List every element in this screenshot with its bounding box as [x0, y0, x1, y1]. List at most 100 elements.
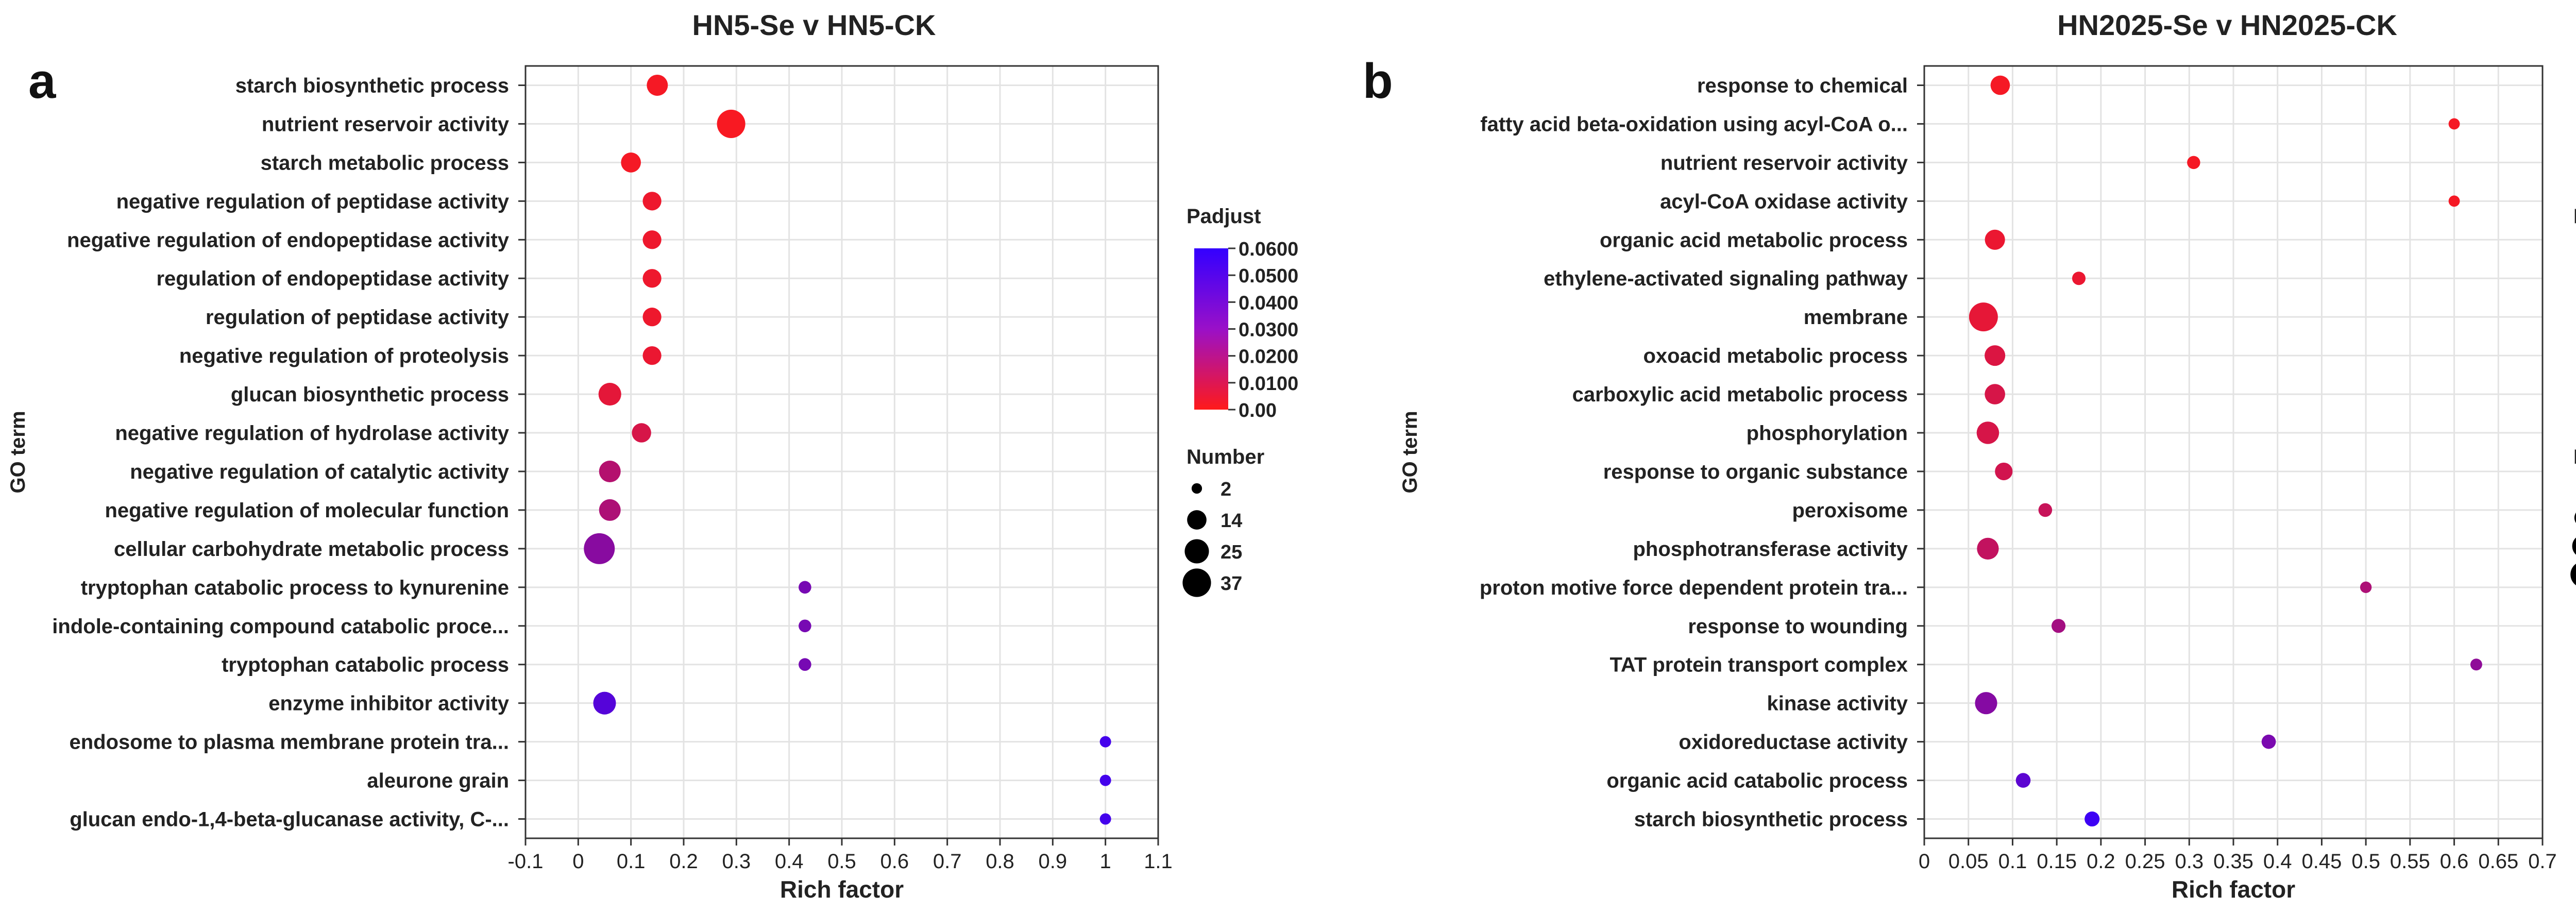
data-point: [2470, 658, 2482, 671]
y-tick-label: proton motive force dependent protein tr…: [1480, 577, 1908, 599]
x-axis-label: Rich factor: [2172, 876, 2295, 903]
y-tick-label: oxoacid metabolic process: [1643, 345, 1908, 367]
data-point: [2072, 272, 2086, 285]
y-axis-label: GO term: [1399, 411, 1421, 493]
data-point: [642, 346, 662, 365]
data-point: [1099, 813, 1111, 825]
y-tick-label: nutrient reservoir activity: [1660, 151, 1908, 174]
y-tick-label: nutrient reservoir activity: [262, 113, 510, 136]
y-tick-label: oxidoreductase activity: [1679, 731, 1908, 754]
data-point: [2187, 156, 2200, 170]
x-tick-label: 0.3: [722, 850, 751, 873]
data-point: [1985, 384, 2005, 404]
y-tick-label: regulation of endopeptidase activity: [156, 267, 509, 290]
colorbar-tick-label: 0.00: [1239, 400, 1277, 421]
panel-letter: a: [28, 54, 56, 109]
padjust-legend: Padjust0.005000.004000.003000.002000.001…: [2573, 205, 2576, 228]
data-point: [2015, 773, 2031, 788]
data-point: [717, 109, 745, 138]
size-legend-dot: [1191, 483, 1202, 494]
chart-title: HN2025-Se v HN2025-CK: [2057, 9, 2397, 41]
data-point: [799, 581, 811, 594]
chart-title: HN5-Se v HN5-CK: [692, 9, 936, 41]
data-point: [2448, 118, 2460, 130]
y-tick-label: tryptophan catabolic process: [222, 654, 509, 677]
y-axis: starch biosynthetic process nutrient rese…: [52, 74, 526, 831]
x-tick-label: 0: [1919, 850, 1930, 873]
x-tick-label: 0.5: [827, 850, 856, 873]
data-point: [642, 230, 662, 249]
x-tick-label: 0.2: [669, 850, 698, 873]
y-tick-label: negative regulation of catalytic activit…: [130, 461, 510, 483]
data-point: [1976, 421, 1999, 444]
x-tick-label: 0.7: [933, 850, 962, 873]
data-points: [1969, 75, 2482, 827]
data-point: [1995, 462, 2013, 481]
data-point: [647, 75, 668, 96]
data-point: [1977, 537, 1999, 560]
data-point: [799, 658, 811, 671]
size-legend-title: Number: [1187, 446, 1264, 468]
data-point: [1985, 229, 2005, 250]
data-point: [1099, 736, 1111, 748]
y-tick-label: phosphorylation: [1747, 422, 1908, 445]
size-legend-label: 2: [1221, 479, 1231, 500]
data-point: [2360, 581, 2372, 594]
x-tick-label: 0.35: [2213, 850, 2253, 873]
y-tick-label: organic acid metabolic process: [1600, 229, 1908, 251]
x-tick-label: -0.1: [508, 850, 544, 873]
color-legend-title: Padjust: [1187, 205, 1261, 228]
y-tick-label: response to wounding: [1688, 615, 1908, 638]
panel-letter: b: [1363, 54, 1393, 109]
y-tick-label: acyl-CoA oxidase activity: [1660, 190, 1908, 213]
panel-b: HN2025-Se v HN2025-CK b 0 0.05 0.1 0.15 0.2 0.2…: [1363, 9, 2576, 903]
panel-a: HN5-Se v HN5-CK a -0.1 0 0.1 0.2 0.3 0.4 0.5 0.6 0…: [7, 9, 1298, 903]
data-point: [642, 192, 662, 211]
x-tick-label: 0.6: [2440, 850, 2469, 873]
x-tick-label: 0.65: [2478, 850, 2518, 873]
y-tick-label: indole-containing compound catabolic pro…: [52, 615, 509, 638]
data-point: [799, 619, 811, 633]
size-legend-dot: [2572, 537, 2576, 555]
x-tick-label: 1: [1100, 850, 1111, 873]
x-tick-label: 0.1: [1998, 850, 2027, 873]
size-legend-dot: [1187, 510, 1207, 530]
color-legend-title: Padjust: [2573, 205, 2576, 228]
size-legend-dot: [1184, 539, 1209, 564]
data-point: [2084, 811, 2100, 827]
y-axis-label: GO term: [7, 411, 29, 493]
data-point: [1969, 302, 1998, 332]
y-tick-label: tryptophan catabolic process to kynureni…: [81, 577, 509, 599]
y-tick-label: starch biosynthetic process: [1634, 808, 1908, 831]
y-tick-label: ethylene-activated signaling pathway: [1544, 267, 1908, 290]
data-point: [1990, 75, 2010, 95]
data-point: [1985, 345, 2006, 366]
data-point: [642, 269, 662, 288]
data-point: [593, 691, 616, 715]
size-legend-dot: [2570, 564, 2576, 585]
data-point: [642, 308, 662, 327]
size-legend-label: 37: [1221, 573, 1242, 595]
data-point: [621, 153, 641, 173]
y-tick-label: negative regulation of molecular functio…: [105, 499, 509, 522]
y-tick-label: fatty acid beta-oxidation using acyl-CoA…: [1480, 113, 1908, 136]
colorbar-tick-label: 0.0100: [1239, 373, 1298, 395]
x-tick-label: 0.9: [1039, 850, 1067, 873]
colorbar-tick-label: 0.0400: [1239, 292, 1298, 314]
y-axis: response to chemical fatty acid beta-oxid…: [1480, 74, 1924, 831]
data-point: [1099, 774, 1111, 786]
x-tick-label: 0.45: [2301, 850, 2342, 873]
x-tick-label: 0.6: [880, 850, 909, 873]
data-point: [599, 460, 621, 482]
number-legend: Number5237468707: [2570, 446, 2576, 585]
y-tick-label: endosome to plasma membrane protein tra.…: [69, 731, 509, 754]
y-tick-label: negative regulation of hydrolase activit…: [115, 422, 509, 445]
x-tick-label: 0.7: [2528, 850, 2557, 873]
y-tick-label: peroxisome: [1792, 499, 1908, 522]
data-point: [1975, 692, 1997, 715]
colorbar-tick-label: 0.0500: [1239, 265, 1298, 287]
x-tick-label: 0.4: [2263, 850, 2292, 873]
data-point: [2038, 503, 2053, 517]
y-tick-label: glucan biosynthetic process: [231, 383, 509, 406]
size-legend-title: Number: [2573, 446, 2576, 468]
